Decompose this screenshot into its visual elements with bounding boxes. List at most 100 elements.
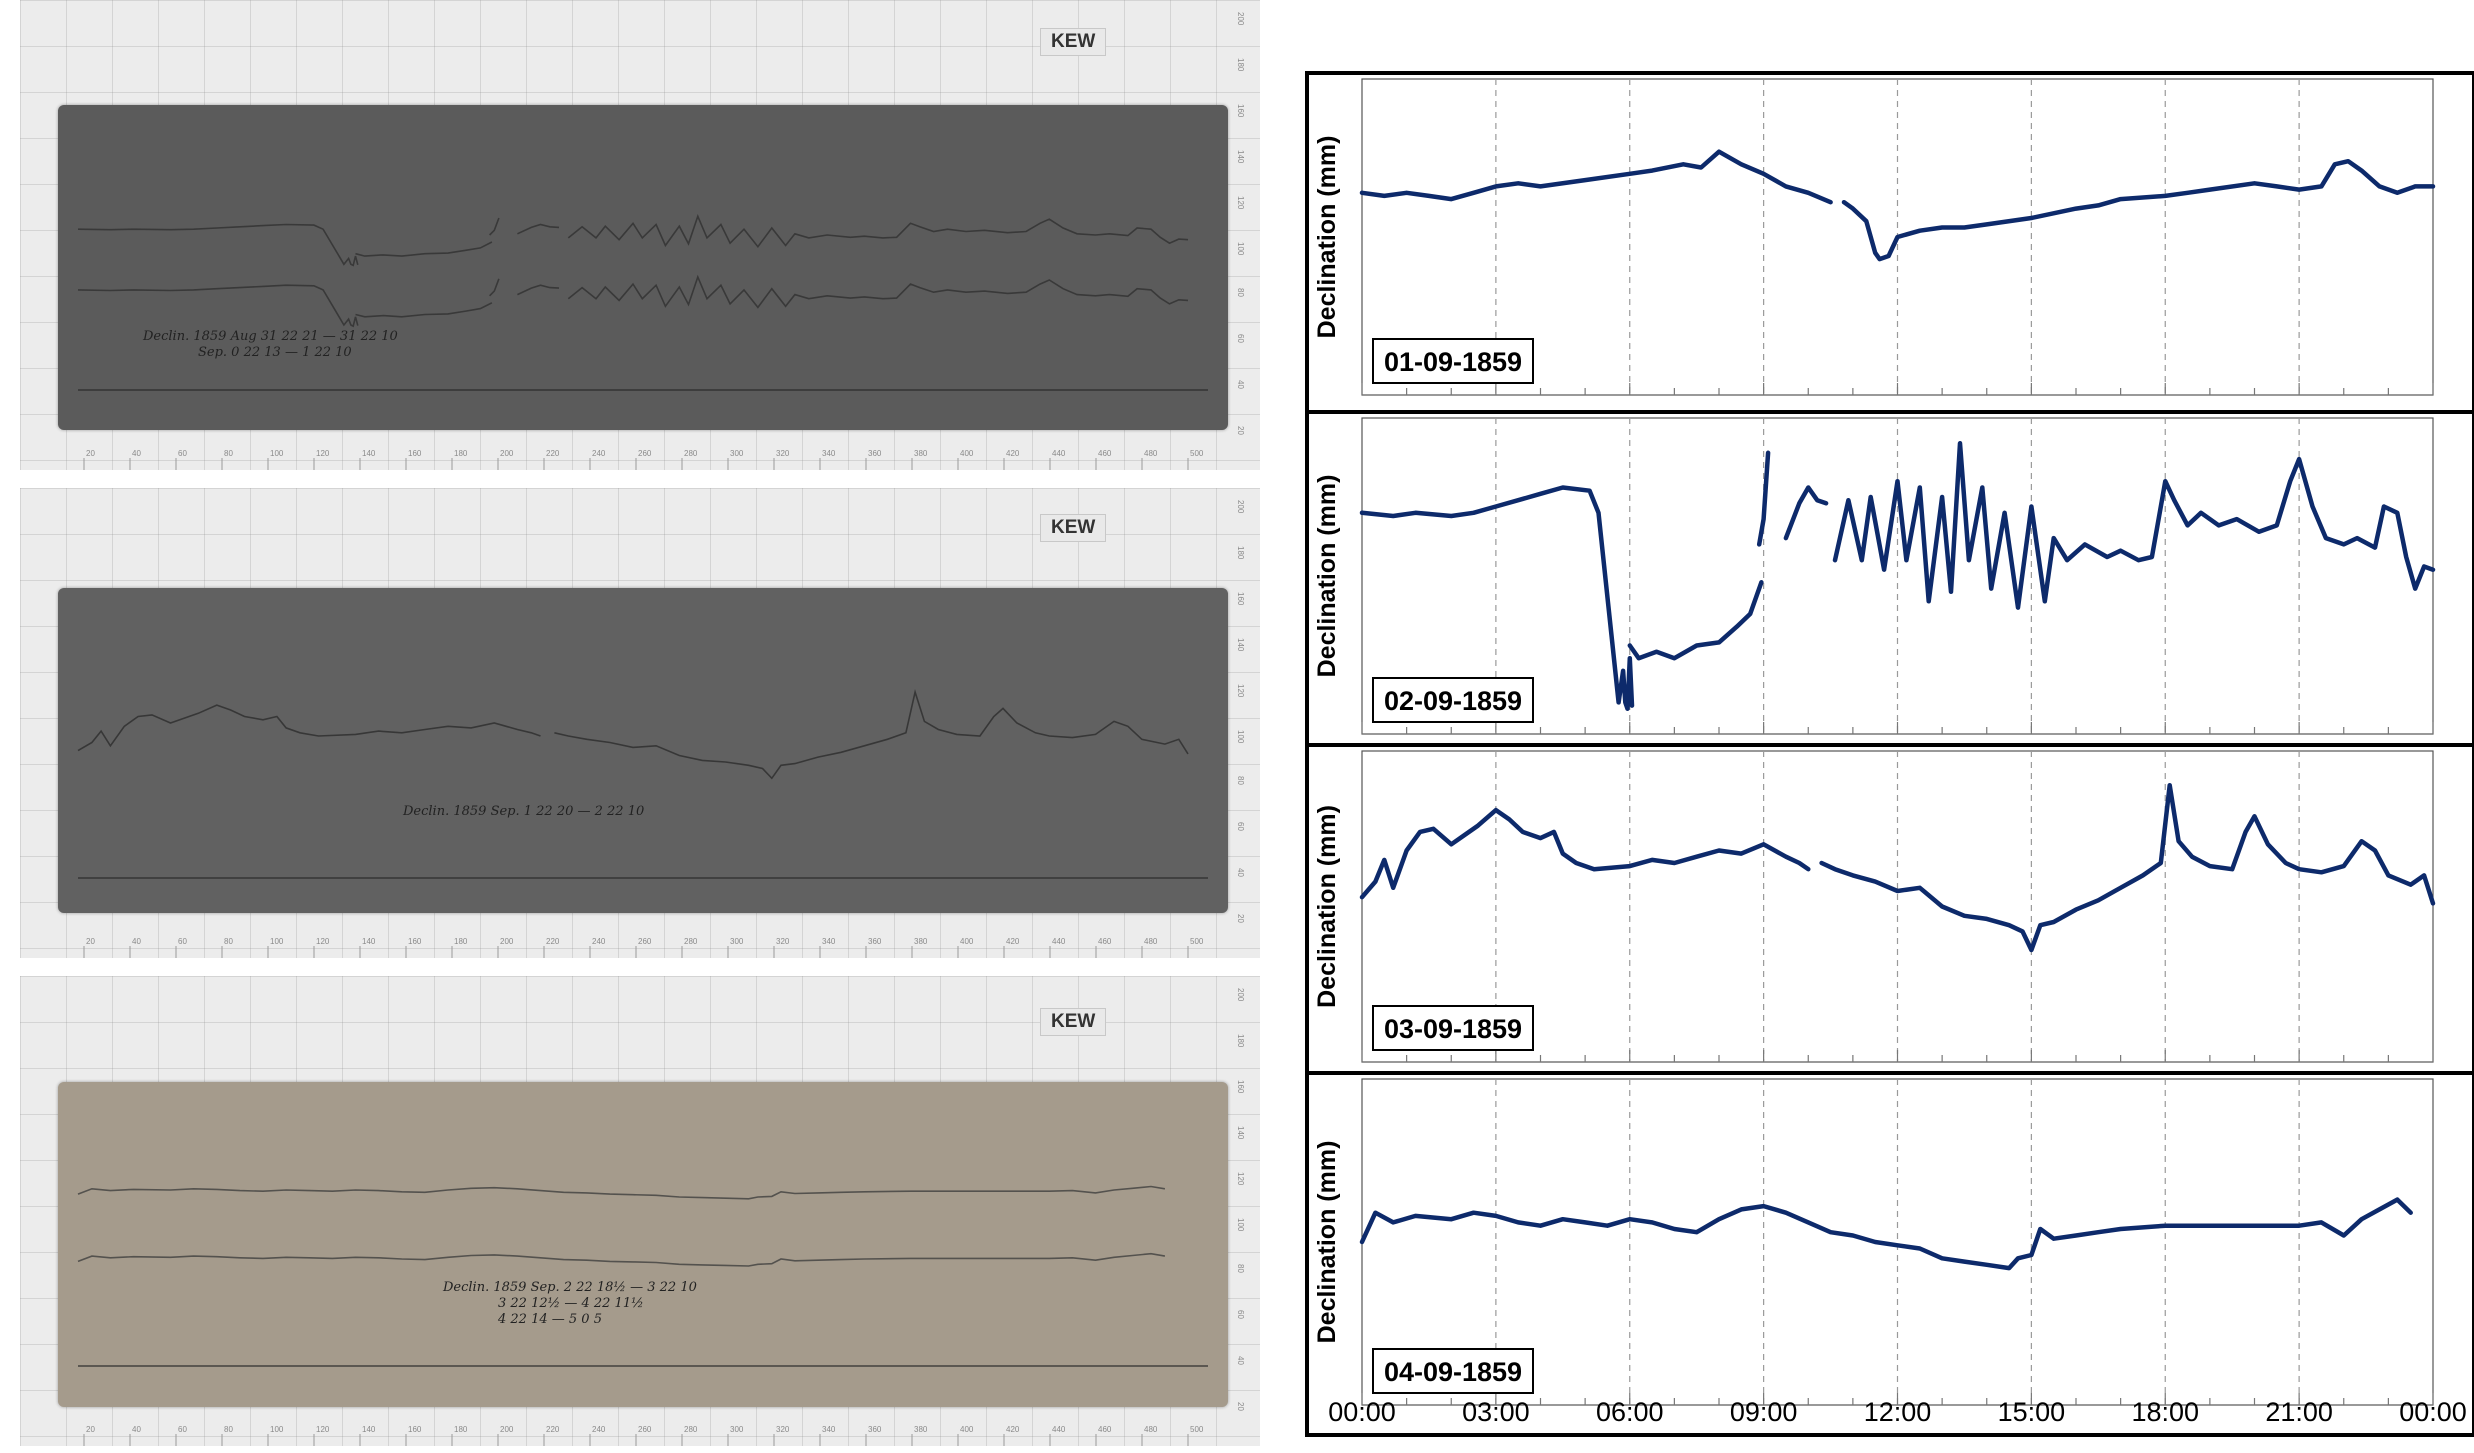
ruler-tick-label: 300 xyxy=(730,937,744,946)
ruler-tick-label: 200 xyxy=(1236,12,1245,26)
ruler-tick-label: 500 xyxy=(1190,1425,1204,1434)
ruler-tick-label: 340 xyxy=(822,449,836,458)
photographic-trace xyxy=(489,278,500,297)
ruler-tick-label: 280 xyxy=(684,937,698,946)
ruler-tick-label: 300 xyxy=(730,449,744,458)
ruler-tick-label: 320 xyxy=(776,937,790,946)
ruler-tick-label: 460 xyxy=(1098,937,1112,946)
ruler-tick-label: 200 xyxy=(1236,988,1245,1002)
ruler-tick-label: 420 xyxy=(1006,1425,1020,1434)
handwritten-note: 3 22 12½ — 4 22 11½ xyxy=(498,1296,644,1311)
ruler-tick-label: 340 xyxy=(822,937,836,946)
ruler-tick-label: 80 xyxy=(1236,288,1245,297)
ruler-tick-label: 240 xyxy=(592,937,606,946)
ruler-tick-label: 40 xyxy=(132,449,141,458)
magnetogram-sheet-2: KEW Declin. 1859 Sep. 1 22 20 — 2 22 10 2… xyxy=(20,488,1260,958)
ruler-tick-label: 80 xyxy=(224,449,233,458)
ruler-tick-label: 100 xyxy=(270,1425,284,1434)
ruler-tick-label: 380 xyxy=(914,1425,928,1434)
ruler-tick-label: 20 xyxy=(1236,1402,1245,1411)
ruler-tick-label: 380 xyxy=(914,937,928,946)
declination-chart: Declination (mm) 01-09-1859 Declination (m… xyxy=(1300,70,2474,1453)
ruler-tick-label: 160 xyxy=(1236,104,1245,118)
ruler-tick-label: 100 xyxy=(1236,242,1245,256)
kew-stamp: KEW xyxy=(1040,1008,1107,1036)
ruler-tick-label: 180 xyxy=(1236,58,1245,72)
ruler-tick-label: 400 xyxy=(960,449,974,458)
ruler-tick-label: 280 xyxy=(684,449,698,458)
ruler-tick-label: 320 xyxy=(776,449,790,458)
ruler-tick-label: 480 xyxy=(1144,937,1158,946)
ruler-tick-label: 40 xyxy=(132,1425,141,1434)
handwritten-note: Declin. 1859 Sep. 2 22 18½ — 3 22 10 xyxy=(442,1280,697,1295)
y-axis-label: Declination (mm) xyxy=(1313,475,1341,678)
declination-series-line xyxy=(1841,158,2436,262)
photographic-trace xyxy=(517,284,560,296)
ruler-tick-label: 20 xyxy=(1236,426,1245,435)
ruler-tick-label: 220 xyxy=(546,1425,560,1434)
declination-series-line xyxy=(1783,485,1829,541)
ruler-tick-label: 80 xyxy=(1236,1264,1245,1273)
declination-series-line xyxy=(1359,1197,2413,1271)
x-tick-label: 15:00 xyxy=(1998,1397,2066,1427)
declination-series-line xyxy=(1819,782,2436,953)
ruler-tick-label: 360 xyxy=(868,449,882,458)
ruler-tick-label: 120 xyxy=(1236,684,1245,698)
date-label: 02-09-1859 xyxy=(1384,686,1522,716)
photographic-trace xyxy=(77,1252,1166,1267)
declination-series-line xyxy=(1756,450,1771,547)
ruler-tick-label: 200 xyxy=(500,1425,514,1434)
ruler-tick-label: 20 xyxy=(1236,914,1245,923)
ruler-tick-label: 200 xyxy=(1236,500,1245,514)
ruler-tick-label: 240 xyxy=(592,449,606,458)
ruler-tick-label: 40 xyxy=(1236,868,1245,877)
ruler-tick-label: 400 xyxy=(960,937,974,946)
sheet-overlay: Declin. 1859 Sep. 1 22 20 — 2 22 10 20 40 6… xyxy=(77,500,1245,958)
handwritten-note: Declin. 1859 Aug 31 22 21 — 31 22 10 xyxy=(142,329,398,344)
y-axis-label: Declination (mm) xyxy=(1313,136,1341,339)
photographic-trace xyxy=(355,241,493,257)
ruler-tick-label: 460 xyxy=(1098,449,1112,458)
ruler-tick-label: 180 xyxy=(454,449,468,458)
photographic-trace xyxy=(489,217,500,236)
photographic-trace xyxy=(567,274,1189,309)
sheet-overlay: Declin. 1859 Sep. 2 22 18½ — 3 22 103 22… xyxy=(77,988,1245,1446)
ruler-tick-label: 320 xyxy=(776,1425,790,1434)
ruler-tick-label: 380 xyxy=(914,449,928,458)
ruler-tick-label: 100 xyxy=(1236,1218,1245,1232)
ruler-tick-label: 400 xyxy=(960,1425,974,1434)
declination-series-line xyxy=(1359,485,1635,711)
ruler-tick-label: 160 xyxy=(408,937,422,946)
ruler-tick-label: 460 xyxy=(1098,1425,1112,1434)
ruler-tick-label: 180 xyxy=(454,1425,468,1434)
panel-02-09-1859: Declination (mm) 02-09-1859 xyxy=(1307,410,2474,735)
ruler-tick-label: 140 xyxy=(362,449,376,458)
x-tick-label: 03:00 xyxy=(1462,1397,1530,1427)
photographic-paper xyxy=(58,588,1228,913)
ruler-tick-label: 40 xyxy=(1236,1356,1245,1365)
photographic-trace xyxy=(77,1185,1166,1200)
date-label: 01-09-1859 xyxy=(1384,347,1522,377)
kew-stamp: KEW xyxy=(1040,28,1107,56)
ruler-tick-label: 140 xyxy=(362,937,376,946)
panel-03-09-1859: Declination (mm) 03-09-1859 xyxy=(1307,743,2474,1063)
photographic-paper xyxy=(58,105,1228,430)
declination-series-line xyxy=(1359,149,1833,205)
date-label-box xyxy=(1372,677,1534,723)
panel-01-09-1859: Declination (mm) 01-09-1859 xyxy=(1313,78,2436,396)
photographic-trace xyxy=(77,284,359,328)
ruler-tick-label: 480 xyxy=(1144,1425,1158,1434)
ruler-tick-label: 360 xyxy=(868,937,882,946)
ruler-tick-label: 80 xyxy=(224,1425,233,1434)
handwritten-note: Sep. 0 22 13 — 1 22 10 xyxy=(198,345,352,360)
ruler-tick-label: 340 xyxy=(822,1425,836,1434)
ruler-tick-label: 60 xyxy=(1236,1310,1245,1319)
ruler-tick-label: 240 xyxy=(592,1425,606,1434)
ruler-tick-label: 60 xyxy=(178,449,187,458)
ruler-tick-label: 440 xyxy=(1052,1425,1066,1434)
x-tick-label: 00:00 xyxy=(2399,1397,2467,1427)
date-label: 03-09-1859 xyxy=(1384,1014,1522,1044)
ruler-tick-label: 160 xyxy=(1236,1080,1245,1094)
ruler-tick-label: 40 xyxy=(132,937,141,946)
ruler-tick-label: 160 xyxy=(408,449,422,458)
